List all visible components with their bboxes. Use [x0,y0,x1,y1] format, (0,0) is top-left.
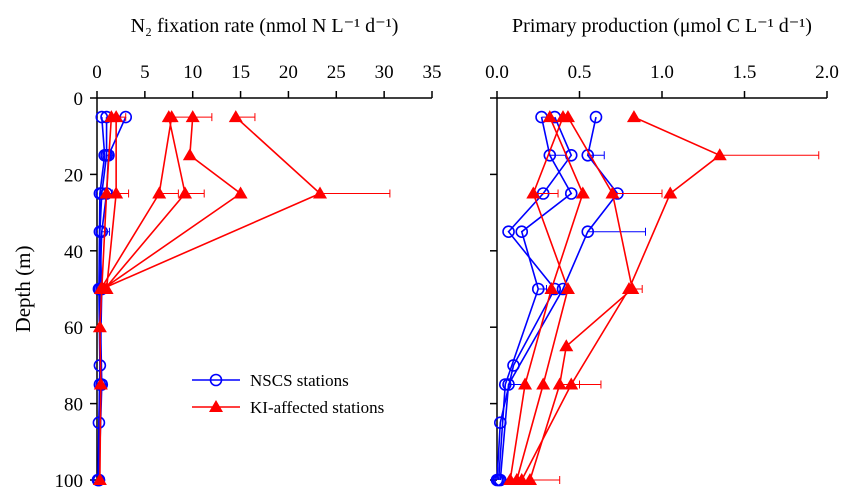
x-tick-label: 0 [92,62,102,83]
marker [152,186,167,199]
x-tick-label: 30 [375,62,394,83]
marker [564,377,579,390]
profile-line [521,116,722,481]
marker [542,110,557,123]
x-tick-label: 15 [231,62,250,83]
marker [92,473,107,485]
marker [581,225,595,238]
x-tick-label: 1.5 [733,62,757,83]
marker [493,416,507,430]
marker [536,377,551,390]
marker [509,473,524,485]
marker [712,148,727,161]
error-bar [587,227,646,236]
chart-title: Primary production (μmol C L⁻¹ d⁻¹) [512,15,812,37]
x-tick-label: 10 [183,62,202,83]
x-tick-label: 0.0 [485,62,509,83]
x-tick-label: 20 [279,62,298,83]
legend-marker [209,400,223,412]
x-tick-label: 25 [327,62,346,83]
y-tick-label: 0 [74,89,84,110]
x-tick-label: 35 [423,62,442,83]
marker [93,377,108,390]
profile-line [497,116,573,481]
profile-line [98,117,108,480]
marker [589,110,603,124]
marker [109,186,124,199]
marker [560,282,575,294]
marker [233,186,248,199]
profile-line [529,116,634,481]
marker [100,149,113,162]
legend-label: KI-affected stations [250,398,384,417]
marker [313,186,328,199]
marker [490,473,504,487]
x-tick-label: 0.5 [568,62,592,83]
marker [164,110,179,123]
marker [552,377,567,390]
error-bar [612,189,663,198]
profile-line [101,116,322,290]
marker [531,282,545,296]
marker [515,225,529,238]
y-tick-label: 20 [64,165,83,186]
profile-line [496,116,573,481]
x-tick-label: 5 [140,62,150,83]
marker [575,186,590,199]
marker [498,378,512,391]
marker [625,282,640,294]
marker [92,473,106,487]
error-bar [320,189,391,198]
profile-line [102,117,242,290]
y-tick-label: 80 [64,395,83,416]
marker [99,186,114,199]
marker [564,187,578,200]
x-tick-label: 1.0 [650,62,674,83]
marker [663,186,678,199]
marker [104,110,119,123]
y-tick-label: 100 [55,471,84,487]
marker [178,186,193,199]
marker [93,378,107,391]
marker [559,339,574,352]
x-tick-label: 2.0 [815,62,839,83]
marker [228,110,243,123]
marker [507,359,520,372]
marker [556,110,570,123]
marker [526,186,541,199]
marker [544,282,559,294]
marker [182,148,197,161]
legend-marker [209,373,223,387]
y-tick-label: 40 [64,242,83,263]
marker [94,282,109,294]
marker [605,186,620,199]
legend-label: NSCS stations [250,371,349,390]
error-bar [530,476,561,484]
marker [626,110,641,123]
marker [518,377,533,390]
marker [92,320,107,333]
chart-title: N₂ fixation rate (nmol N L⁻¹ d⁻¹) [131,15,399,37]
marker [92,416,106,430]
marker [502,225,515,238]
error-bar [719,151,820,160]
profile-line [99,117,113,481]
marker [523,473,537,485]
y-axis-label: Depth (m) [11,246,35,333]
y-tick-label: 60 [64,318,83,339]
error-bar [533,189,559,198]
